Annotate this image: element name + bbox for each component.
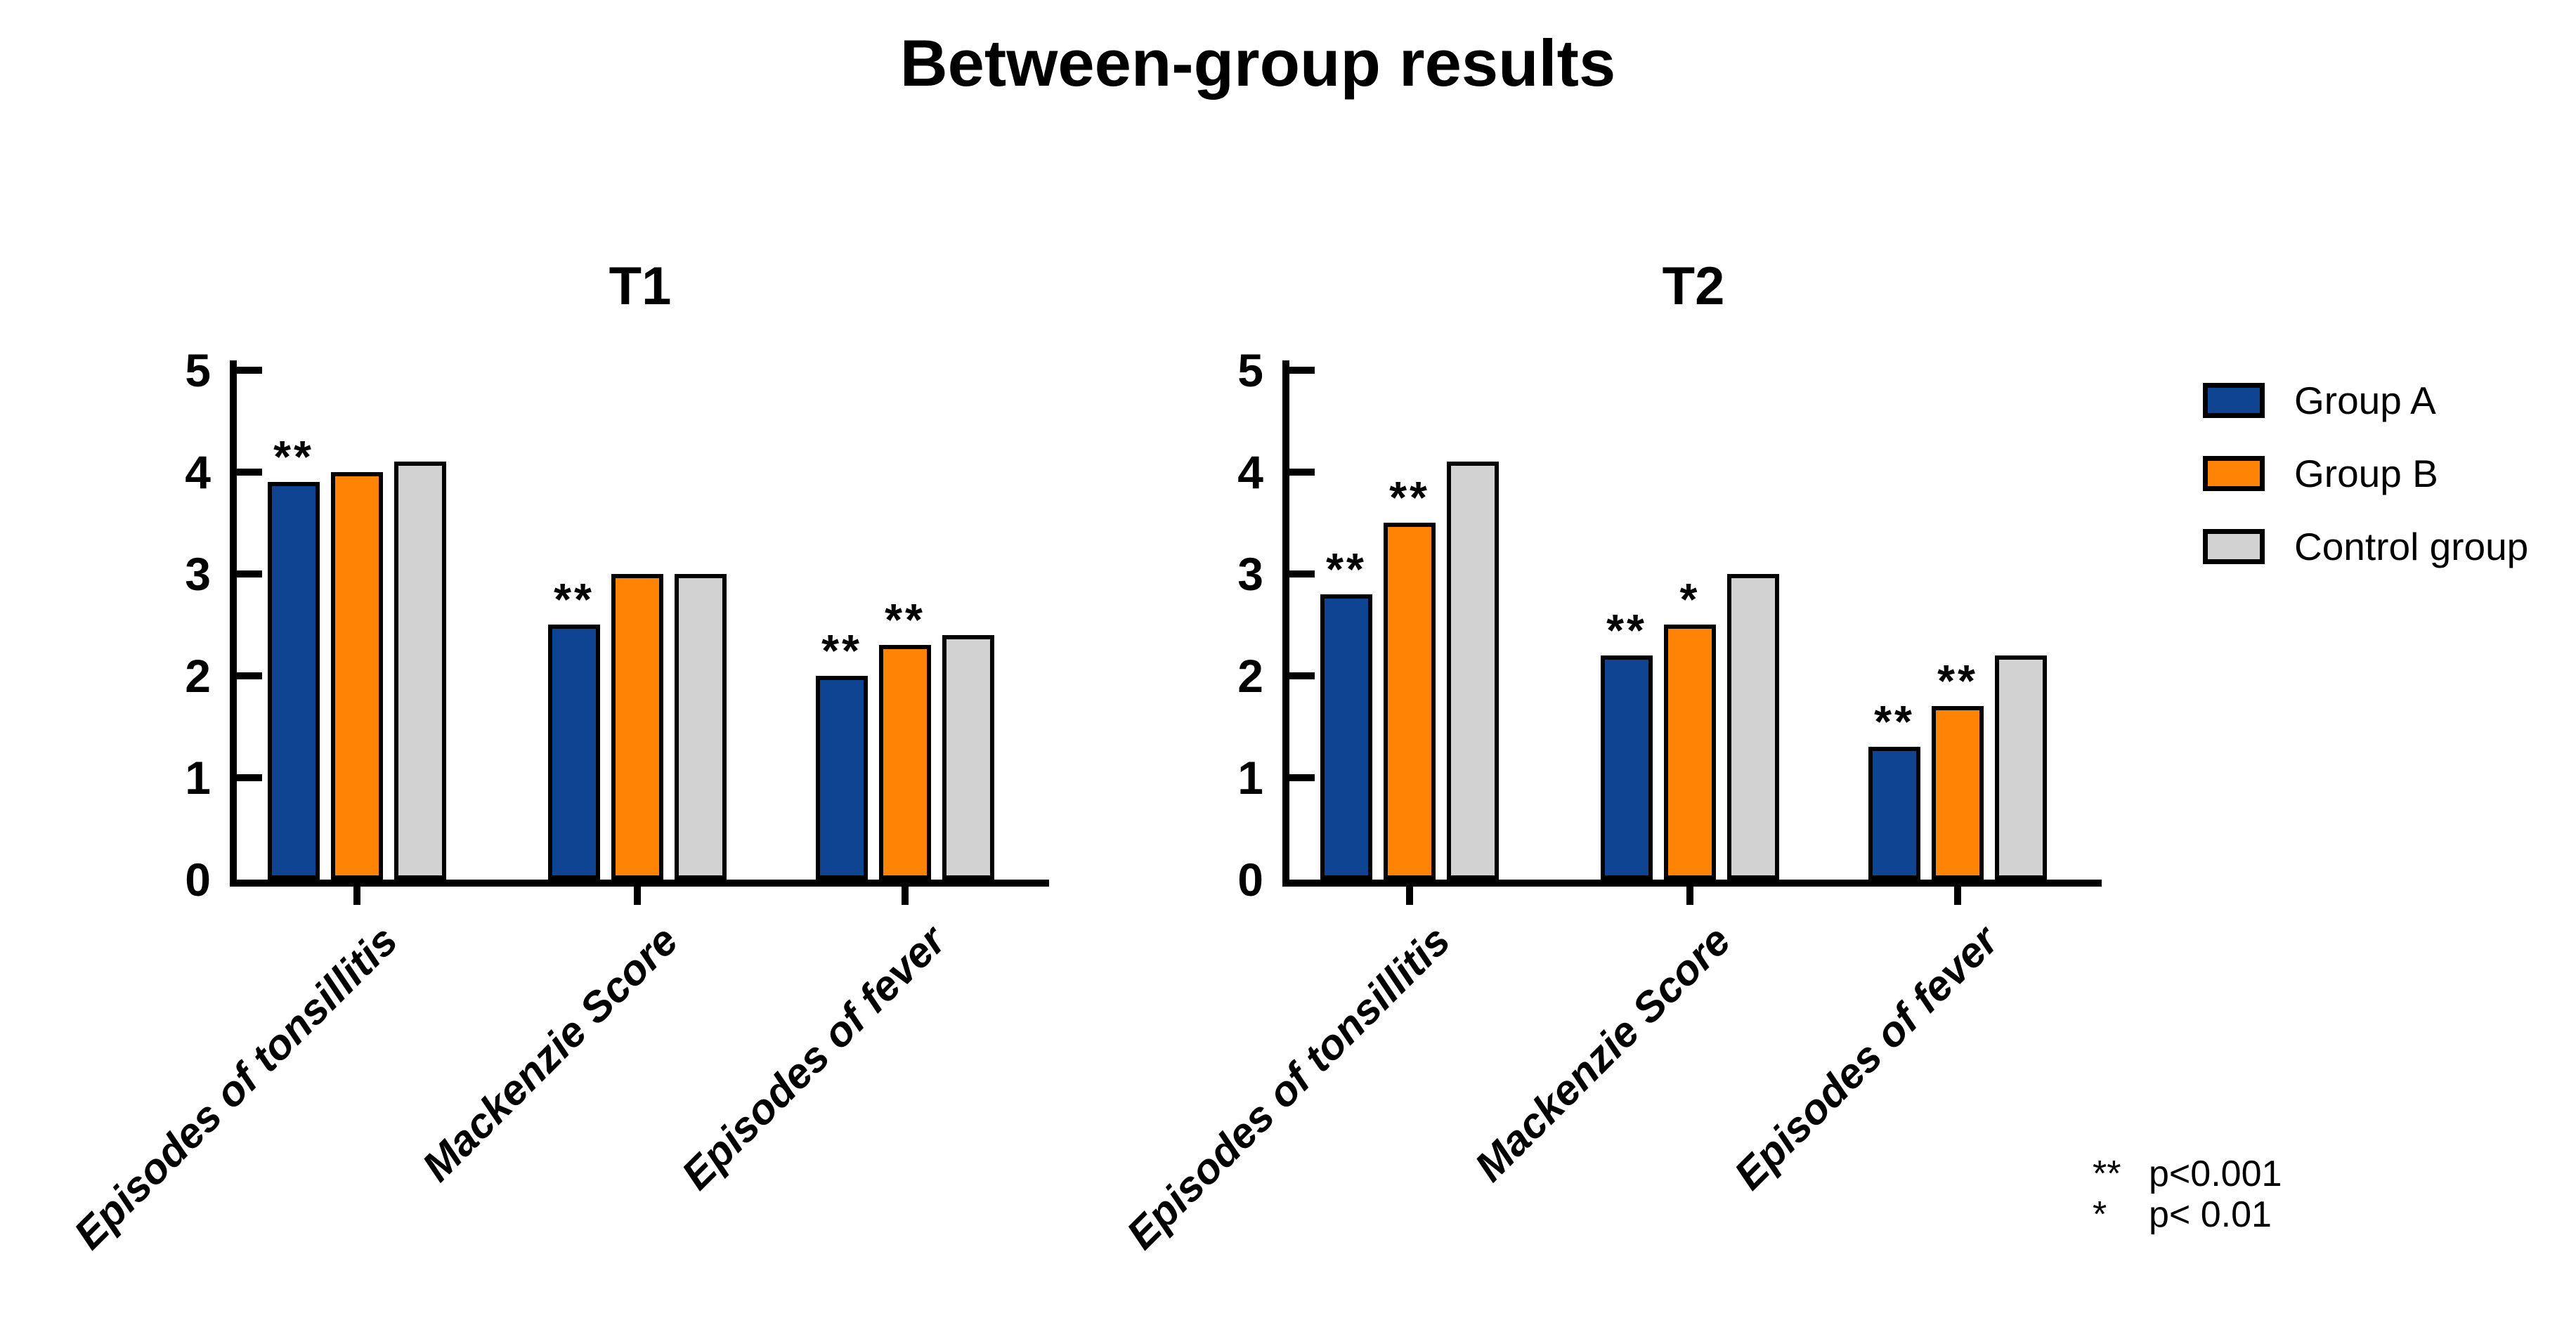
- legend-label: Group A: [2294, 379, 2436, 422]
- bar: [1932, 706, 1984, 880]
- significance-footnote: ** p<0.001 * p< 0.01: [2093, 1154, 2282, 1235]
- y-tick-label: 2: [1237, 650, 1263, 702]
- legend-item: Group A: [2203, 379, 2528, 422]
- significance-label: **: [554, 574, 594, 625]
- y-tick-mark: [1289, 367, 1315, 374]
- footnote-text: p<0.001: [2149, 1154, 2282, 1194]
- significance-label: **: [1606, 605, 1647, 655]
- subplot-title-t2: T2: [1662, 256, 1725, 316]
- bar: [1995, 655, 2047, 880]
- y-tick-label: 5: [185, 344, 211, 396]
- bar: [1868, 747, 1920, 880]
- bar: [675, 574, 727, 880]
- significance-label: *: [1679, 574, 1700, 625]
- y-axis-line: [1282, 360, 1289, 887]
- y-tick-mark: [1289, 570, 1315, 577]
- y-tick-mark: [237, 672, 262, 679]
- y-tick-label: 4: [1237, 446, 1263, 498]
- legend-swatch-group-a: [2203, 383, 2265, 418]
- x-axis-line: [230, 880, 1049, 887]
- bar: [816, 676, 868, 880]
- footnote-text: p< 0.01: [2149, 1194, 2272, 1235]
- legend-label: Group B: [2294, 452, 2438, 495]
- plot-area-t1: 0 1 2 3 4 5 Episodes of tonsillitis ** Mackenzie…: [65, 345, 1049, 1258]
- bar: [548, 625, 600, 880]
- subplot-title-t1: T1: [609, 256, 672, 316]
- significance-label: **: [821, 625, 862, 676]
- y-tick-mark: [237, 570, 262, 577]
- significance-label: **: [273, 431, 314, 482]
- y-axis-line: [230, 360, 237, 887]
- y-tick-label: 4: [185, 446, 211, 498]
- x-tick-mark: [1954, 887, 1961, 905]
- significance-label: **: [1326, 544, 1367, 594]
- bar: [1447, 462, 1499, 880]
- chart-title: Between-group results: [899, 26, 1616, 100]
- y-tick-mark: [237, 774, 262, 781]
- bar: [1664, 625, 1716, 880]
- y-tick-label: 1: [185, 752, 211, 804]
- bar: [394, 462, 446, 880]
- x-tick-mark: [1686, 887, 1693, 905]
- x-tick-mark: [353, 887, 360, 905]
- x-axis-line: [1282, 880, 2102, 887]
- bar: [1320, 594, 1372, 880]
- legend-item: Control group: [2203, 525, 2529, 568]
- y-tick-label: 2: [185, 650, 211, 702]
- y-tick-mark: [1289, 672, 1315, 679]
- legend-item: Group B: [2203, 452, 2528, 495]
- significance-label: **: [885, 594, 925, 645]
- y-tick-mark: [237, 367, 262, 374]
- legend-swatch-control: [2203, 529, 2265, 564]
- bar: [268, 482, 320, 880]
- y-tick-label: 3: [1237, 548, 1263, 600]
- significance-label: **: [1389, 472, 1430, 523]
- bar: [611, 574, 663, 880]
- legend: Group A Group B Control group: [2203, 379, 2529, 568]
- bar: [1601, 655, 1653, 880]
- significance-label: **: [1937, 655, 1978, 706]
- y-tick-label: 1: [1237, 752, 1263, 804]
- x-tick-mark: [902, 887, 909, 905]
- legend-label: Control group: [2294, 525, 2529, 568]
- footnote-symbol: **: [2093, 1154, 2121, 1194]
- footnote-symbol: *: [2093, 1194, 2107, 1235]
- bar: [331, 472, 383, 880]
- y-tick-label: 0: [185, 854, 211, 906]
- bar: [942, 635, 994, 880]
- bar: [879, 645, 931, 880]
- y-tick-mark: [1289, 469, 1315, 476]
- x-tick-mark: [1406, 887, 1413, 905]
- y-tick-label: 0: [1237, 854, 1263, 906]
- bar: [1727, 574, 1779, 880]
- x-tick-mark: [634, 887, 641, 905]
- footnote-line: * p< 0.01: [2093, 1194, 2282, 1235]
- bar: [1384, 523, 1436, 880]
- y-tick-label: 5: [1237, 344, 1263, 396]
- y-tick-label: 3: [185, 548, 211, 600]
- y-tick-mark: [237, 469, 262, 476]
- significance-label: **: [1874, 696, 1915, 747]
- plot-area-t2: 0 1 2 3 4 5 Episodes of tonsillitis ** ** Mackenz…: [1117, 345, 2102, 1258]
- footnote-line: ** p<0.001: [2093, 1154, 2282, 1194]
- legend-swatch-group-b: [2203, 456, 2265, 491]
- y-tick-mark: [1289, 774, 1315, 781]
